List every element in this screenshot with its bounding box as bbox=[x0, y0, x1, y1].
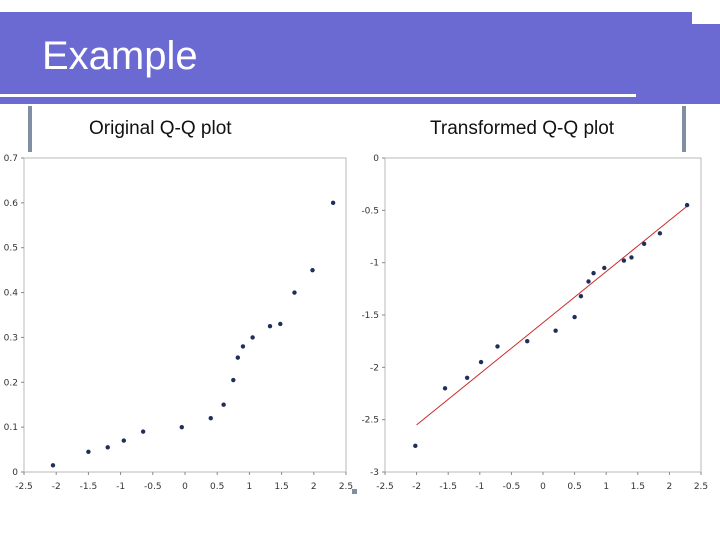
original-data-point bbox=[235, 355, 241, 360]
transformed-data-point bbox=[578, 293, 584, 299]
slide-title: Example bbox=[42, 34, 198, 78]
original-x-tick-label: 1 bbox=[247, 482, 253, 492]
transformed-y-tick-label: -3 bbox=[370, 468, 379, 478]
original-y-tick-label: 0.1 bbox=[4, 423, 18, 433]
original-x-tick-label: -2.5 bbox=[15, 482, 33, 492]
original-plot-area bbox=[23, 157, 347, 473]
transformed-data-point bbox=[641, 241, 647, 247]
title-band-corner bbox=[692, 12, 720, 24]
transformed-y-tick-label: -2 bbox=[370, 363, 379, 373]
transformed-data-point bbox=[602, 265, 607, 271]
original-y-tick-label: 0.7 bbox=[4, 154, 18, 164]
original-data-point bbox=[140, 429, 146, 434]
slide-bullet-square bbox=[352, 489, 357, 494]
original-data-point bbox=[231, 377, 236, 383]
transformed-plot-area bbox=[384, 157, 702, 473]
original-y-tick-label: 0.2 bbox=[4, 378, 18, 388]
transformed-x-tick-label: -1.5 bbox=[439, 482, 457, 492]
original-data-point bbox=[330, 200, 336, 206]
original-data-point bbox=[86, 449, 91, 455]
original-data-point bbox=[179, 424, 184, 430]
transformed-data-point bbox=[629, 255, 634, 260]
title-band bbox=[0, 12, 720, 104]
original-data-point bbox=[250, 335, 255, 340]
original-data-point bbox=[208, 415, 213, 421]
original-data-point bbox=[121, 438, 127, 443]
transformed-data-point bbox=[413, 443, 418, 449]
original-x-tick-label: 0 bbox=[182, 482, 188, 492]
transformed-data-point bbox=[553, 328, 558, 333]
transformed-qq-plot: 0 -0.5 -1 -1.5 -2 -2.5 -3 -2.5 -2 -1.5 -1 -0.5 0 0.5 1… bbox=[355, 150, 720, 510]
transformed-x-tick-label: 0.5 bbox=[567, 482, 581, 492]
transformed-data-point bbox=[442, 386, 448, 391]
original-y-tick-label: 0.6 bbox=[4, 199, 19, 209]
original-x-tick-label: -1 bbox=[116, 482, 125, 492]
original-data-point bbox=[292, 290, 297, 295]
original-x-tick-label: 2.5 bbox=[339, 482, 353, 492]
transformed-data-point bbox=[657, 231, 663, 236]
transformed-data-point bbox=[591, 270, 596, 276]
original-data-point bbox=[50, 463, 56, 468]
transformed-data-point bbox=[525, 338, 530, 344]
original-data-point bbox=[105, 445, 110, 450]
transformed-x-tick-label: 2 bbox=[667, 482, 673, 492]
original-y-tick-label: 0.5 bbox=[4, 244, 18, 254]
transformed-x-tick-label: -2 bbox=[412, 482, 421, 492]
transformed-x-tick-label: -1 bbox=[475, 482, 484, 492]
transformed-y-tick-label: 0 bbox=[373, 154, 379, 164]
transformed-data-point bbox=[478, 359, 484, 365]
transformed-x-tick-label: 1 bbox=[603, 482, 609, 492]
original-y-tick-label: 0.3 bbox=[4, 333, 18, 343]
right-accent-bar bbox=[682, 106, 686, 152]
original-y-tick-label: 0.4 bbox=[4, 289, 19, 299]
transformed-data-point bbox=[572, 314, 577, 320]
original-x-tick-label: 2 bbox=[311, 482, 317, 492]
original-data-point bbox=[221, 402, 226, 407]
original-qq-plot-svg: 0 0.1 0.2 0.3 0.4 0.5 0.6 0.7 -2.5 -2 -1.5 -1 -0.5 0 0… bbox=[4, 154, 353, 492]
transformed-x-tick-label: 0 bbox=[540, 482, 546, 492]
transformed-data-point bbox=[684, 202, 690, 208]
original-x-tick-label: 0.5 bbox=[210, 482, 224, 492]
original-x-tick-label: -1.5 bbox=[80, 482, 98, 492]
transformed-x-tick-label: 1.5 bbox=[631, 482, 645, 492]
transformed-data-point bbox=[621, 258, 627, 263]
transformed-x-tick-label: -2.5 bbox=[376, 482, 394, 492]
original-data-point bbox=[240, 344, 246, 349]
right-plot-subtitle: Transformed Q-Q plot bbox=[430, 118, 615, 139]
original-x-tick-label: -2 bbox=[52, 482, 61, 492]
left-plot-subtitle: Original Q-Q plot bbox=[89, 118, 232, 139]
original-y-tick-label: 0 bbox=[12, 468, 18, 478]
transformed-x-tick-label: -0.5 bbox=[503, 482, 521, 492]
transformed-qq-plot-svg: 0 -0.5 -1 -1.5 -2 -2.5 -3 -2.5 -2 -1.5 -1 -0.5 0 0.5 1… bbox=[361, 154, 708, 492]
transformed-y-tick-label: -0.5 bbox=[361, 206, 379, 216]
transformed-y-tick-label: -1.5 bbox=[361, 311, 379, 321]
original-data-point bbox=[267, 324, 273, 329]
transformed-fit-line bbox=[416, 204, 689, 426]
original-data-point bbox=[278, 321, 283, 327]
transformed-x-tick-label: 2.5 bbox=[694, 482, 708, 492]
transformed-y-tick-label: -1 bbox=[370, 259, 379, 269]
original-data-point bbox=[310, 267, 315, 273]
title-underline bbox=[0, 94, 636, 97]
transformed-y-tick-label: -2.5 bbox=[361, 416, 379, 426]
original-x-tick-label: -0.5 bbox=[144, 482, 162, 492]
transformed-data-point bbox=[464, 375, 470, 380]
original-qq-plot: 0 0.1 0.2 0.3 0.4 0.5 0.6 0.7 -2.5 -2 -1.5 -1 -0.5 0 0… bbox=[0, 150, 355, 510]
transformed-data-point bbox=[586, 279, 591, 284]
left-accent-bar bbox=[28, 106, 32, 152]
original-x-tick-label: 1.5 bbox=[274, 482, 288, 492]
transformed-data-point bbox=[495, 344, 500, 349]
